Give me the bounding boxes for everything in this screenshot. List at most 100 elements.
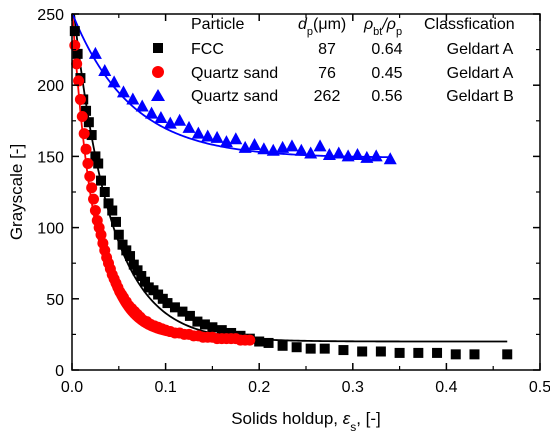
point-quartz-76 — [74, 93, 86, 105]
point-fcc — [136, 271, 147, 282]
point-quartz-262 — [383, 152, 397, 165]
point-fcc — [338, 345, 349, 356]
point-fcc — [502, 349, 513, 360]
point-quartz-76 — [86, 182, 98, 194]
point-fcc — [192, 316, 203, 327]
point-quartz-262 — [145, 106, 159, 119]
point-fcc — [125, 251, 136, 262]
point-quartz-262 — [173, 113, 187, 126]
y-tick-labels: 0 50 100 150 200 250 — [37, 7, 64, 380]
point-fcc — [207, 322, 218, 333]
point-quartz-262 — [304, 146, 318, 159]
point-quartz-262 — [116, 85, 130, 98]
legend-marker-triangle-quartz-262 — [151, 89, 165, 101]
x-tick-label: 0.2 — [248, 379, 270, 396]
point-quartz-262 — [257, 142, 271, 155]
point-quartz-262 — [88, 46, 102, 59]
point-quartz-262 — [107, 75, 121, 88]
legend-header-particle: Particle — [191, 16, 244, 33]
point-quartz-76 — [82, 158, 94, 170]
x-tick-labels: 0.0 0.1 0.2 0.3 0.4 0.5 — [61, 379, 550, 396]
point-fcc — [469, 349, 480, 360]
point-quartz-76 — [84, 170, 96, 182]
point-fcc — [83, 117, 94, 128]
legend-header-dp: dp(μm) — [298, 16, 346, 38]
point-fcc — [199, 319, 210, 330]
y-tick-label: 100 — [37, 221, 64, 238]
legend-marker-square-fcc — [153, 43, 163, 53]
point-fcc — [86, 130, 97, 141]
legend-header-ratio: ρbt/ρp — [363, 16, 402, 38]
x-tick-label: 0.4 — [435, 379, 457, 396]
point-quartz-262 — [154, 110, 168, 123]
point-quartz-262 — [350, 147, 364, 160]
point-quartz-262 — [322, 147, 336, 160]
point-fcc — [72, 48, 83, 59]
legend-series-name: Quartz sand — [191, 88, 278, 105]
point-fcc — [81, 105, 92, 116]
point-fcc — [226, 327, 237, 338]
legend-series-classification: Geldart B — [446, 88, 514, 105]
x-axis-title: Solids holdup, εs, [-] — [231, 409, 381, 434]
point-fcc — [450, 349, 461, 360]
point-fcc — [69, 26, 80, 37]
point-quartz-262 — [369, 149, 383, 162]
legend-series-dp: 87 — [318, 41, 336, 58]
legend: Particle dp(μm) ρbt/ρp Classfication FCC… — [151, 16, 515, 105]
point-quartz-262 — [229, 132, 243, 145]
legend-series-ratio: 0.45 — [371, 65, 402, 82]
point-quartz-262 — [341, 149, 355, 162]
point-quartz-262 — [210, 130, 224, 143]
y-tick-label: 150 — [37, 149, 64, 166]
x-tick-label: 0.3 — [342, 379, 364, 396]
legend-series-classification: Geldart A — [447, 65, 514, 82]
point-fcc — [90, 151, 101, 162]
point-fcc — [216, 325, 227, 336]
point-fcc — [413, 347, 424, 358]
point-fcc — [110, 216, 121, 227]
y-tick-label: 50 — [46, 292, 64, 309]
point-quartz-262 — [191, 126, 205, 139]
legend-series-name: FCC — [191, 41, 224, 58]
x-tick-label: 0.5 — [529, 379, 550, 396]
point-quartz-262 — [360, 150, 374, 163]
point-quartz-262 — [126, 92, 140, 105]
point-fcc — [96, 175, 107, 186]
point-fcc — [177, 306, 188, 317]
point-quartz-76 — [71, 58, 83, 70]
point-quartz-262 — [332, 146, 346, 159]
point-quartz-262 — [313, 139, 327, 152]
point-fcc — [394, 347, 405, 358]
legend-series-classification: Geldart A — [447, 41, 514, 58]
point-fcc — [132, 265, 143, 276]
point-quartz-262 — [294, 143, 308, 156]
point-fcc — [184, 310, 195, 321]
axis-ticks — [71, 13, 541, 371]
point-fcc — [263, 337, 274, 348]
point-quartz-262 — [285, 139, 299, 152]
point-quartz-262 — [135, 99, 149, 112]
point-fcc — [121, 245, 132, 256]
point-quartz-262 — [266, 143, 280, 156]
fit-lines — [71, 13, 508, 343]
legend-series-dp: 262 — [314, 88, 341, 105]
point-fcc — [432, 347, 443, 358]
y-axis-title: Grayscale [-] — [7, 144, 26, 240]
point-fcc — [113, 229, 124, 240]
point-quartz-76 — [76, 111, 88, 123]
point-quartz-262 — [201, 129, 215, 142]
point-quartz-76 — [89, 205, 101, 217]
point-fcc — [357, 346, 368, 357]
point-fcc — [375, 346, 386, 357]
point-quartz-262 — [98, 63, 112, 76]
point-fcc — [305, 343, 316, 354]
point-quartz-262 — [248, 138, 262, 151]
point-fcc — [103, 198, 114, 209]
legend-series-ratio: 0.64 — [371, 41, 402, 58]
y-tick-label: 250 — [37, 7, 64, 24]
point-quartz-262 — [276, 140, 290, 153]
point-fcc — [162, 298, 173, 309]
point-quartz-76 — [73, 75, 85, 87]
point-fcc — [140, 276, 151, 287]
